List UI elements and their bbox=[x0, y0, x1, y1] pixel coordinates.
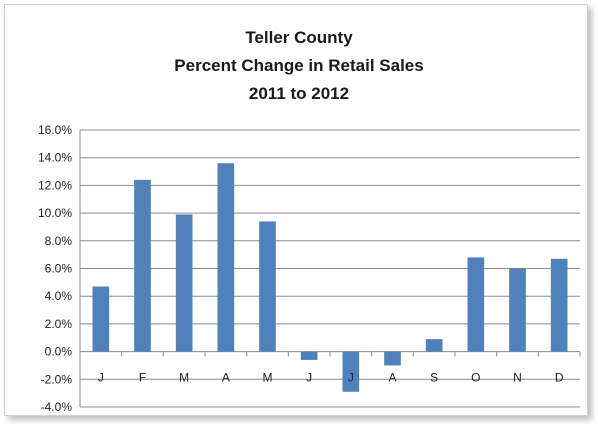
x-tick-label: J bbox=[98, 371, 104, 385]
chart-title-line-2: Percent Change in Retail Sales bbox=[174, 56, 424, 75]
y-tick-label: 16.0% bbox=[38, 123, 72, 137]
bar-8 bbox=[425, 339, 443, 352]
bar-7 bbox=[384, 351, 401, 366]
y-tick-label: 0.0% bbox=[45, 345, 73, 359]
chart-title-line-3: 2011 to 2012 bbox=[248, 84, 350, 103]
x-tick-label: A bbox=[222, 371, 230, 385]
bar-9 bbox=[467, 257, 485, 352]
x-tick-label: M bbox=[179, 371, 189, 385]
bar-2 bbox=[175, 214, 193, 352]
chart-title: Teller County Percent Change in Retail S… bbox=[0, 24, 598, 108]
y-tick-label: -2.0% bbox=[41, 372, 73, 386]
x-tick-label: A bbox=[388, 371, 396, 385]
x-tick-label: N bbox=[513, 371, 522, 385]
x-tick-label: J bbox=[348, 371, 354, 385]
bar-0 bbox=[92, 286, 110, 352]
x-tick-label: S bbox=[430, 371, 438, 385]
x-tick-label: O bbox=[471, 371, 480, 385]
x-tick-label: M bbox=[263, 371, 273, 385]
y-tick-label: -4.0% bbox=[41, 400, 73, 414]
bar-6 bbox=[342, 351, 360, 392]
chart-title-line-1: Teller County bbox=[245, 28, 353, 47]
x-tick-label: J bbox=[306, 371, 312, 385]
bar-1 bbox=[134, 179, 151, 352]
bar-5 bbox=[300, 351, 318, 360]
y-tick-label: 6.0% bbox=[45, 262, 73, 276]
y-tick-label: 12.0% bbox=[38, 178, 72, 192]
y-tick-label: 8.0% bbox=[45, 234, 73, 248]
y-tick-label: 2.0% bbox=[45, 317, 73, 331]
x-tick-label: D bbox=[555, 371, 564, 385]
y-tick-label: 10.0% bbox=[38, 206, 72, 220]
y-tick-label: 14.0% bbox=[38, 151, 72, 165]
bar-10 bbox=[509, 268, 526, 352]
bar-3 bbox=[217, 163, 235, 352]
y-tick-label: 4.0% bbox=[45, 289, 73, 303]
bar-11 bbox=[550, 258, 568, 352]
bar-4 bbox=[259, 221, 276, 352]
x-tick-label: F bbox=[139, 371, 146, 385]
